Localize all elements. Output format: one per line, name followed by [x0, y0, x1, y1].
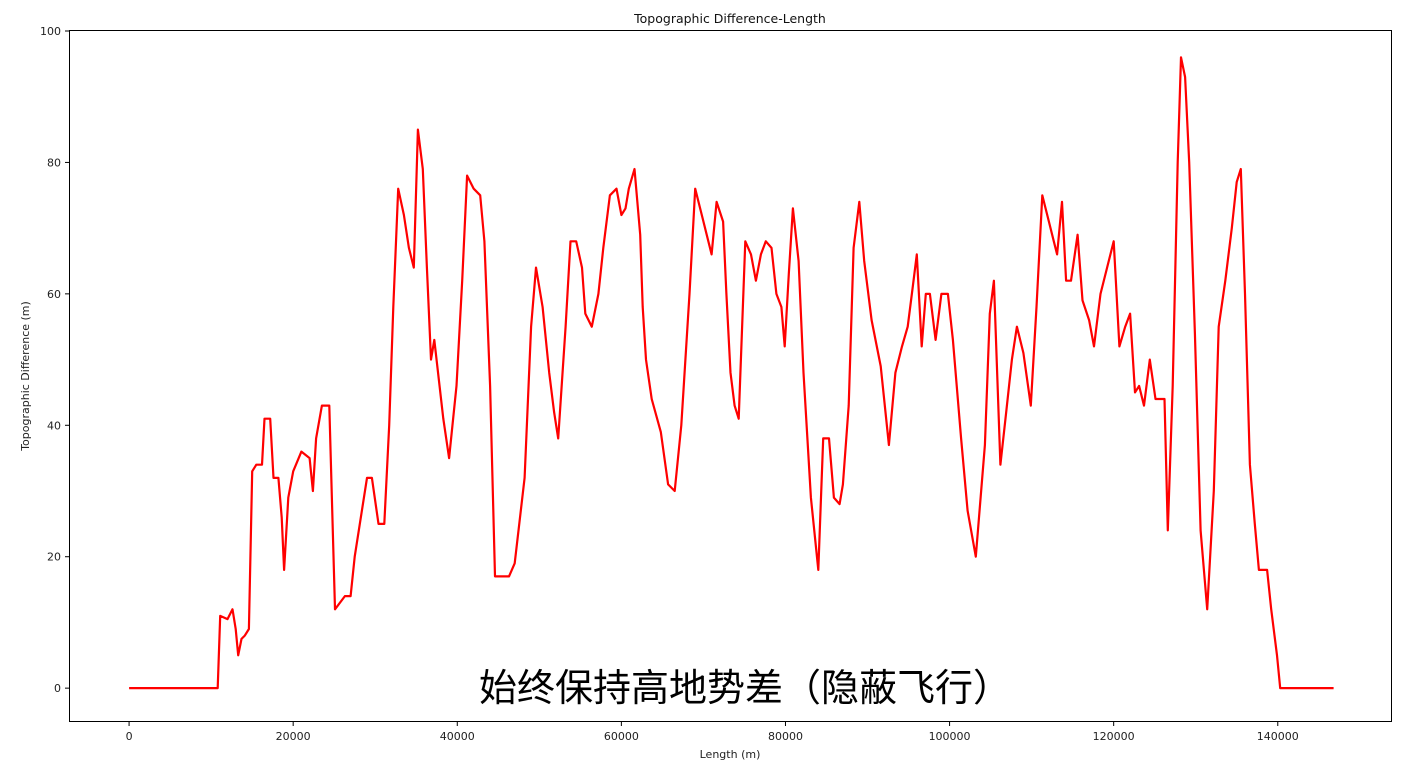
series-group [129, 56, 1334, 690]
x-tick-label: 40000 [440, 730, 475, 743]
y-tick-label: 20 [47, 551, 61, 564]
x-tick-label: 140000 [1257, 730, 1299, 743]
plot-frame [69, 30, 1392, 722]
x-tick-label: 80000 [768, 730, 803, 743]
y-tick-label: 60 [47, 288, 61, 301]
y-tick-label: 0 [54, 682, 61, 695]
x-axis-title: Length (m) [700, 748, 761, 761]
x-tick-label: 60000 [604, 730, 639, 743]
caption: 始终保持高地势差（隐蔽飞行） [479, 666, 1011, 710]
y-tick-label: 80 [47, 156, 61, 169]
y-tick-label: 100 [40, 25, 61, 38]
x-tick-label: 0 [126, 730, 133, 743]
x-tick-label: 20000 [276, 730, 311, 743]
x-tick-label: 120000 [1093, 730, 1135, 743]
series-line [129, 56, 1334, 690]
y-tick-label: 40 [47, 419, 61, 432]
y-axis-title: Topographic Difference (m) [19, 301, 32, 452]
chart-title: Topographic Difference-Length [633, 11, 826, 26]
x-tick-label: 100000 [929, 730, 971, 743]
y-axis: 0 20 40 60 80 100 [40, 25, 70, 695]
x-axis: 0 20000 40000 60000 80000 100000 120000 140000 [126, 721, 1299, 743]
